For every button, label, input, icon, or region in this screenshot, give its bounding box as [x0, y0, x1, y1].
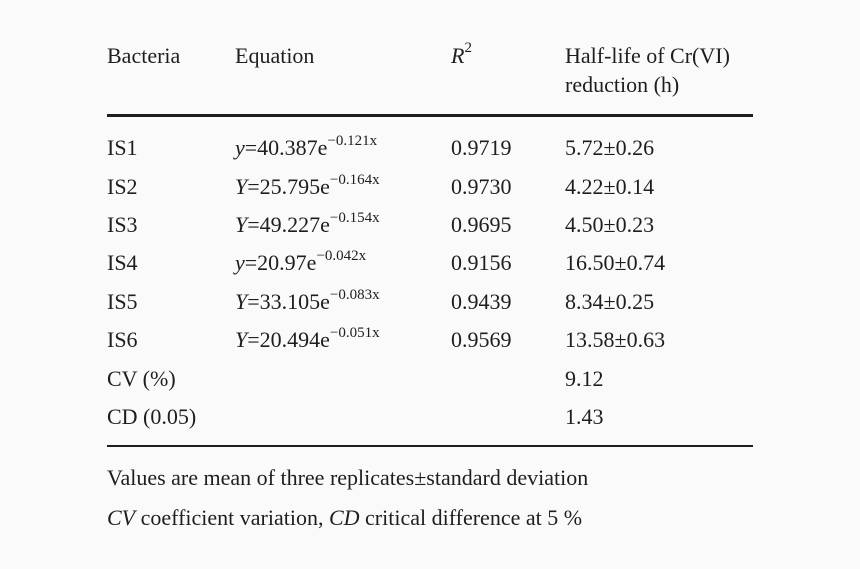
footnote-cv-text: coefficient variation, — [135, 505, 329, 530]
row-2-eq-var: Y — [235, 174, 248, 199]
row-2-eq-exp: −0.164x — [329, 171, 380, 188]
row-6-r2: 0.9569 — [451, 327, 512, 352]
row-4-r2: 0.9156 — [451, 250, 512, 275]
summary-cd-value: 1.43 — [565, 404, 604, 429]
row-1-bacteria: IS1 — [107, 135, 138, 160]
row-1-halflife: 5.72±0.26 — [565, 135, 655, 160]
header-halflife-line1: Half-life of Cr(VI) — [565, 43, 730, 68]
row-5-bacteria: IS5 — [107, 289, 138, 314]
row-5-eq-var: Y — [235, 289, 248, 314]
footnote-cd-text: critical difference at 5 % — [359, 505, 583, 530]
row-4-eq-var: y — [235, 250, 245, 275]
row-2-r2: 0.9730 — [451, 174, 512, 199]
row-4-equation: y=20.97e−0.042x — [235, 247, 367, 277]
summary-cd-label: CD (0.05) — [107, 404, 197, 429]
row-4-halflife: 16.50±0.74 — [565, 250, 666, 275]
row-4-bacteria: IS4 — [107, 250, 138, 275]
row-2-halflife: 4.22±0.14 — [565, 174, 655, 199]
row-6-eq-rest: =20.494e — [247, 327, 330, 352]
row-1-r2: 0.9719 — [451, 135, 512, 160]
summary-cv-label: CV (%) — [107, 366, 176, 391]
row-1-eq-var: y — [235, 135, 245, 160]
footnote-cd-abbr: CD — [328, 505, 360, 530]
row-1-eq-exp: −0.121x — [327, 132, 378, 149]
row-6-eq-var: Y — [235, 327, 248, 352]
header-halflife-line2: reduction (h) — [565, 72, 680, 97]
summary-cv-value: 9.12 — [565, 366, 604, 391]
row-5-equation: Y=33.105e−0.083x — [235, 286, 380, 316]
row-6-bacteria: IS6 — [107, 327, 138, 352]
row-1-equation: y=40.387e−0.121x — [235, 132, 378, 162]
row-4-eq-exp: −0.042x — [316, 247, 367, 264]
row-3-eq-var: Y — [235, 212, 248, 237]
row-5-eq-rest: =33.105e — [247, 289, 330, 314]
header-equation: Equation — [235, 43, 315, 68]
header-bacteria: Bacteria — [107, 43, 181, 68]
row-3-bacteria: IS3 — [107, 212, 138, 237]
footnote-cv-abbr: CV — [107, 505, 136, 530]
footnote-replicates: Values are mean of three replicates±stan… — [107, 465, 589, 490]
row-4-eq-rest: =20.97e — [244, 250, 317, 275]
row-6-equation: Y=20.494e−0.051x — [235, 324, 380, 354]
header-r2-exp: 2 — [464, 39, 472, 56]
row-3-r2: 0.9695 — [451, 212, 512, 237]
row-3-equation: Y=49.227e−0.154x — [235, 209, 380, 239]
bottom-rule — [107, 445, 753, 447]
row-3-eq-rest: =49.227e — [247, 212, 330, 237]
row-6-eq-exp: −0.051x — [329, 324, 380, 341]
header-rule — [107, 114, 753, 117]
row-2-eq-rest: =25.795e — [247, 174, 330, 199]
row-3-eq-exp: −0.154x — [329, 209, 380, 226]
row-5-eq-exp: −0.083x — [329, 286, 380, 303]
row-5-halflife: 8.34±0.25 — [565, 289, 655, 314]
footnote-abbreviations: CV coefficient variation, CD critical di… — [107, 504, 582, 532]
row-6-halflife: 13.58±0.63 — [565, 327, 666, 352]
row-5-r2: 0.9439 — [451, 289, 512, 314]
row-1-eq-rest: =40.387e — [244, 135, 328, 160]
row-2-bacteria: IS2 — [107, 174, 138, 199]
row-3-halflife: 4.50±0.23 — [565, 212, 655, 237]
row-2-equation: Y=25.795e−0.164x — [235, 171, 380, 201]
header-r2-base: R — [451, 43, 465, 68]
header-r2: R2 — [451, 39, 472, 70]
